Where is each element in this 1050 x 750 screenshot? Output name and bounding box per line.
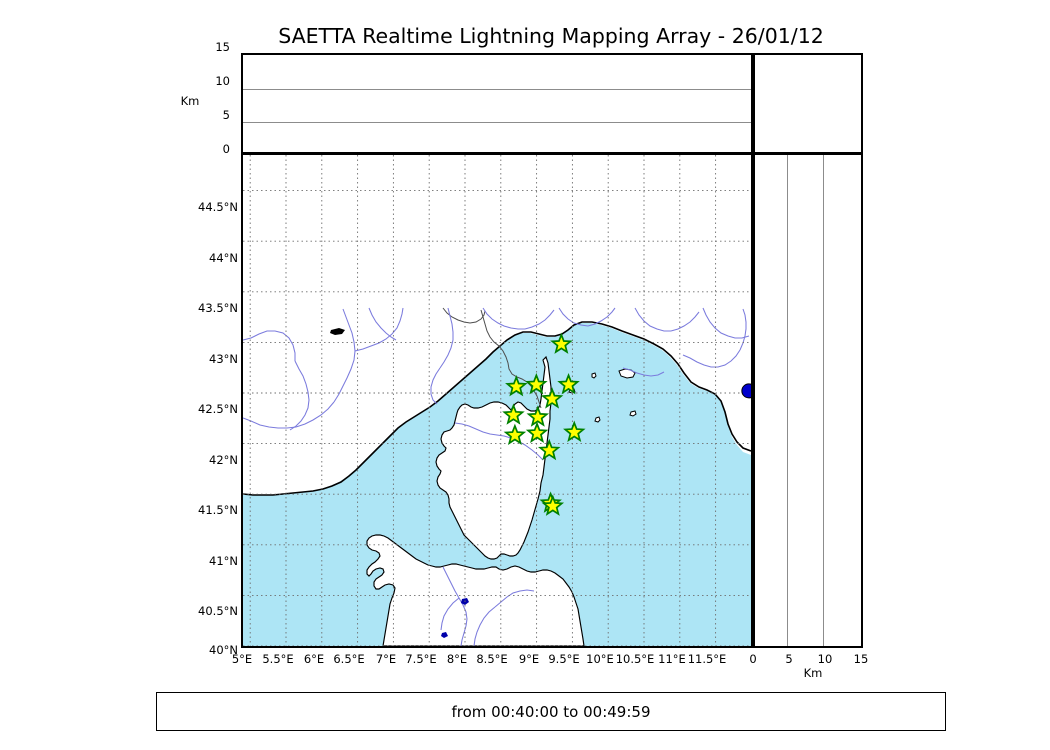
- page-title: SAETTA Realtime Lightning Mapping Array …: [278, 24, 824, 48]
- right-altitude-panel: [753, 153, 863, 648]
- map-gridlines: [243, 155, 751, 646]
- map-lon-tick-7: 7°E: [375, 652, 397, 666]
- right-panel-tick-0: 0: [749, 652, 757, 666]
- map-lon-tick-6: 6°E: [303, 652, 325, 666]
- top-altitude-panel: [241, 53, 753, 154]
- station-star-marker: [525, 421, 549, 443]
- lake-2: [441, 632, 448, 638]
- map-lat-tick-43.5: 43.5°N: [198, 301, 238, 315]
- status-bar-text: from 00:40:00 to 00:49:59: [451, 702, 651, 721]
- top-right-corner-panel: [753, 53, 863, 154]
- top-panel-tick-10: 10: [215, 74, 230, 88]
- map-panel[interactable]: [241, 153, 753, 648]
- right-panel-axis-label: Km: [803, 666, 823, 680]
- station-star-marker: [563, 420, 586, 442]
- map-lat-tick-41: 41°N: [209, 554, 238, 568]
- map-graphic: [243, 155, 751, 646]
- event-circle-marker: [741, 383, 751, 399]
- map-lon-tick-11.5: 11.5°E: [687, 652, 727, 666]
- station-star-marker: [557, 372, 580, 395]
- map-lat-tick-40: 40°N: [209, 643, 238, 657]
- map-lon-tick-8.5: 8.5°E: [476, 652, 508, 666]
- station-star-marker: [525, 372, 548, 395]
- top-panel-tick-5: 5: [222, 108, 230, 122]
- map-lon-tick-5: 5°E: [231, 652, 253, 666]
- status-bar: from 00:40:00 to 00:49:59: [156, 692, 946, 731]
- station-star-marker: [505, 374, 528, 397]
- map-lon-tick-9.5: 9.5°E: [548, 652, 580, 666]
- lma-station-markers: [502, 332, 586, 516]
- station-star-marker: [540, 387, 564, 409]
- island-montecristo: [594, 416, 601, 423]
- map-lon-tick-5.5: 5.5°E: [262, 652, 294, 666]
- map-lat-tick-40.5: 40.5°N: [198, 604, 238, 618]
- station-star-marker: [503, 423, 527, 446]
- station-star-marker: [502, 403, 525, 425]
- map-lon-tick-10: 10°E: [586, 652, 614, 666]
- station-star-marker: [537, 438, 561, 461]
- map-lat-tick-41.5: 41.5°N: [198, 503, 238, 517]
- station-star-marker: [550, 332, 573, 354]
- sardinia-island: [366, 534, 585, 646]
- station-star-marker: [541, 494, 565, 516]
- top-panel-tick-15: 15: [215, 40, 230, 54]
- right-panel-gridline-5: [786, 155, 788, 646]
- right-panel-tick-15: 15: [853, 652, 869, 666]
- top-panel-gridline-10: [243, 88, 751, 90]
- lake-3: [330, 328, 345, 335]
- top-panel-tick-0: 0: [222, 142, 230, 156]
- map-lat-tick-44: 44°N: [209, 251, 238, 265]
- map-lat-tick-43: 43°N: [209, 352, 238, 366]
- map-lon-tick-6.5: 6.5°E: [333, 652, 365, 666]
- coastline-mainland: [243, 321, 751, 496]
- map-lon-tick-8: 8°E: [446, 652, 468, 666]
- island-capraia: [591, 372, 597, 379]
- map-lon-tick-11: 11°E: [658, 652, 686, 666]
- right-panel-gridline-10: [822, 155, 824, 646]
- right-panel-tick-5: 5: [785, 652, 793, 666]
- top-panel-axis-label: Km: [180, 94, 200, 108]
- top-panel-gridline-5: [243, 122, 751, 124]
- map-lat-tick-42: 42°N: [209, 453, 238, 467]
- map-lon-tick-10.5: 10.5°E: [615, 652, 655, 666]
- station-star-marker: [526, 405, 550, 427]
- map-lon-tick-7.5: 7.5°E: [405, 652, 437, 666]
- right-panel-tick-10: 10: [817, 652, 833, 666]
- island-giglio: [629, 410, 637, 417]
- event-markers: [741, 383, 751, 399]
- map-lat-tick-42.5: 42.5°N: [198, 402, 238, 416]
- map-lon-tick-9: 9°E: [518, 652, 540, 666]
- map-lat-tick-44.5: 44.5°N: [198, 200, 238, 214]
